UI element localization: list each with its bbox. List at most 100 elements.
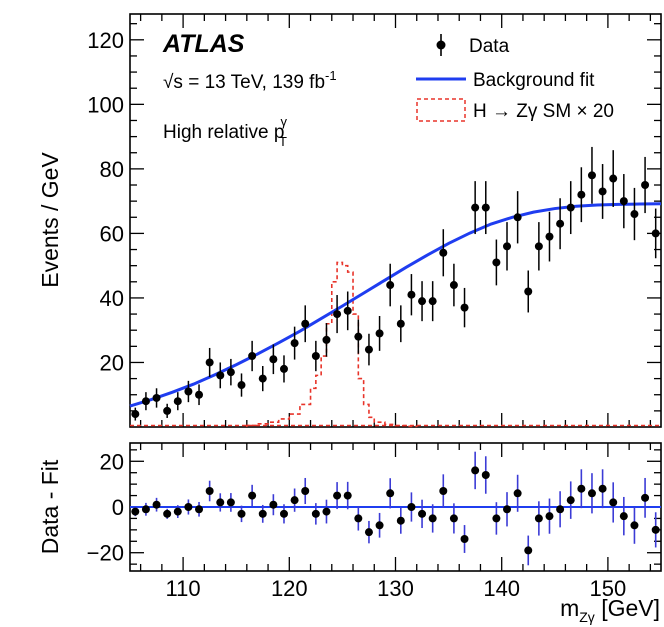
main-y-tick-label: 40 xyxy=(100,286,124,311)
data-point-marker xyxy=(195,390,204,399)
x-axis-title-sub: Zγ xyxy=(579,609,595,625)
data-point-marker xyxy=(375,329,384,338)
data-point xyxy=(630,187,639,241)
energy-lumi-label: √s = 13 TeV, 139 fb-1 xyxy=(163,68,337,93)
legend-signal-box xyxy=(416,98,466,122)
data-point xyxy=(226,358,235,386)
x-axis-title-unit: [GeV] xyxy=(601,595,660,621)
residual-point-marker xyxy=(290,496,299,505)
residual-point xyxy=(513,474,522,512)
residual-point xyxy=(534,501,543,536)
data-point xyxy=(333,295,342,334)
residual-point-marker xyxy=(598,484,607,493)
data-point xyxy=(534,222,543,271)
data-point-marker xyxy=(492,258,501,267)
data-point xyxy=(163,403,172,418)
main-y-axis-title: Events / GeV xyxy=(37,152,63,288)
main-y-tick-label: 20 xyxy=(100,350,124,375)
residual-point-marker xyxy=(524,546,533,555)
x-tick-label: 150 xyxy=(590,576,627,601)
residual-point xyxy=(163,508,172,519)
data-point-marker xyxy=(534,242,543,251)
data-point-marker xyxy=(418,297,427,306)
data-point-marker xyxy=(428,297,437,306)
residual-point xyxy=(503,492,512,527)
data-point-marker xyxy=(641,181,650,190)
residual-point xyxy=(407,492,416,522)
residual-point-marker xyxy=(609,498,618,507)
data-point-marker xyxy=(354,332,363,341)
residual-point xyxy=(322,499,331,524)
data-point-marker xyxy=(131,410,140,419)
data-point-marker xyxy=(364,345,373,354)
data-point xyxy=(386,263,395,307)
residual-point-marker xyxy=(651,525,660,534)
residual-point xyxy=(587,473,596,514)
data-point xyxy=(279,355,288,383)
residual-point-marker xyxy=(279,509,288,518)
data-point xyxy=(460,287,469,328)
data-point xyxy=(471,181,480,235)
data-point-marker xyxy=(237,381,246,390)
residual-point xyxy=(449,503,458,534)
data-point-marker xyxy=(290,339,299,348)
data-point xyxy=(587,146,596,204)
x-axis-title-symbol: m xyxy=(560,595,579,621)
residual-point-marker xyxy=(333,491,342,500)
residual-point xyxy=(492,502,501,535)
data-point xyxy=(503,222,512,271)
residual-point-marker xyxy=(418,509,427,518)
residual-point xyxy=(269,494,278,516)
residual-point xyxy=(609,482,618,523)
data-point xyxy=(322,323,331,357)
data-point xyxy=(311,340,320,372)
x-tick-label: 120 xyxy=(271,576,308,601)
data-point-marker xyxy=(163,406,172,415)
residual-point xyxy=(290,488,299,512)
data-point-marker xyxy=(587,171,596,180)
residual-point-marker xyxy=(641,493,650,502)
main-y-ticks: 20 40 60 80 100 120 xyxy=(87,23,661,412)
residual-point-marker xyxy=(428,514,437,523)
data-point-marker xyxy=(322,335,331,344)
residual-point-marker xyxy=(492,514,501,523)
residual-point-marker xyxy=(237,509,246,518)
data-point-marker xyxy=(269,355,278,364)
legend: Data Background fit H → Zγ SM × 20 xyxy=(416,34,614,122)
residual-point xyxy=(216,493,225,512)
data-point-marker xyxy=(258,374,267,383)
ratio-y-ticks: 20 0 −20 xyxy=(87,449,661,566)
residual-point-marker xyxy=(439,487,448,495)
residual-point xyxy=(524,535,533,566)
data-point-marker xyxy=(449,281,458,290)
data-point xyxy=(556,198,565,250)
residual-point-marker xyxy=(163,509,172,518)
x-tick-label: 110 xyxy=(166,576,201,601)
main-y-tick-label: 60 xyxy=(100,221,124,246)
data-point xyxy=(301,305,310,343)
category-label: High relative pγ T xyxy=(163,114,287,149)
residual-point xyxy=(258,504,267,523)
data-point xyxy=(609,150,618,207)
data-point-marker xyxy=(577,190,586,199)
legend-signal-label: H → Zγ SM × 20 xyxy=(473,101,614,122)
ratio-y-tick-label: 0 xyxy=(112,495,124,520)
residual-point xyxy=(375,512,384,538)
residual-point xyxy=(481,456,490,494)
residual-point-marker xyxy=(481,471,490,479)
residual-point-marker xyxy=(577,484,586,493)
data-point-marker xyxy=(248,352,257,361)
residual-point xyxy=(460,525,469,553)
data-point xyxy=(375,316,384,351)
legend-data-label: Data xyxy=(469,36,510,57)
residual-point xyxy=(396,507,405,534)
data-point xyxy=(195,384,204,406)
data-point-marker xyxy=(630,210,639,219)
data-point xyxy=(651,208,660,259)
residual-point xyxy=(418,499,427,529)
data-point xyxy=(439,229,448,277)
residual-point xyxy=(651,512,660,548)
residual-point xyxy=(354,506,363,531)
residual-point-marker xyxy=(386,489,395,498)
residual-point xyxy=(630,506,639,544)
